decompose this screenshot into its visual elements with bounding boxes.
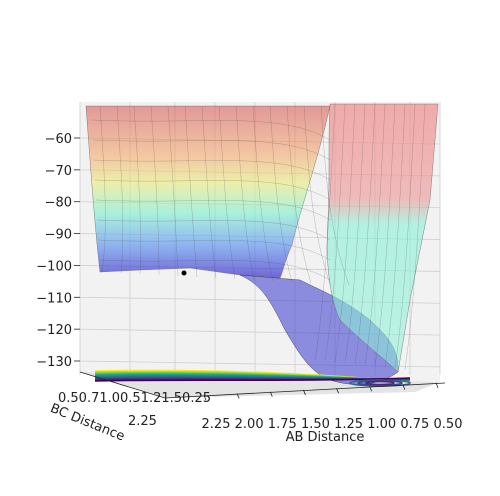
z-tick-label: −130 xyxy=(36,355,72,370)
mesh-line xyxy=(235,105,255,281)
z-tick-label: −120 xyxy=(36,323,72,338)
surface-left-region xyxy=(85,105,331,279)
potential-surface xyxy=(85,103,439,385)
x-tick xyxy=(236,393,240,399)
x-axis-label: AB Distance xyxy=(286,430,365,445)
mesh-line xyxy=(133,105,141,275)
mesh-line xyxy=(99,105,106,273)
surface-mesh xyxy=(91,103,426,370)
mesh-line xyxy=(394,103,416,369)
mesh-line xyxy=(116,105,124,274)
z-tick-label: −110 xyxy=(36,291,72,306)
mesh-line xyxy=(184,105,198,278)
mesh-line xyxy=(320,105,350,286)
mesh-line xyxy=(97,239,331,261)
mesh-line xyxy=(286,105,312,284)
x-tick-label: 1.75 xyxy=(268,417,297,432)
x-tick-label: 1.25 xyxy=(334,417,363,432)
mesh-line xyxy=(218,105,236,280)
x-axis: 2.25 2.00 1.75 1.50 1.25 1.00 0.75 0.50 xyxy=(164,382,463,432)
mesh-line xyxy=(269,105,293,283)
mesh-line xyxy=(303,105,331,285)
y-tick-labels-overlapping: 0.50.71.00.51.21.50.25 xyxy=(58,391,211,406)
mesh-line xyxy=(91,119,331,141)
y-tick-label: 2.25 xyxy=(128,414,157,429)
mesh-line xyxy=(384,103,406,368)
x-tick xyxy=(435,382,439,388)
mesh-line xyxy=(94,179,331,201)
x-tick-label: 1.00 xyxy=(367,417,396,432)
x-tick xyxy=(369,386,373,392)
z-tick-label: −60 xyxy=(45,132,72,147)
mesh-line xyxy=(96,219,331,241)
mesh-line xyxy=(252,105,274,282)
contour-line xyxy=(94,377,411,382)
mesh-line xyxy=(354,103,376,365)
x-tick xyxy=(203,395,207,401)
mesh-line xyxy=(364,103,386,366)
x-tick xyxy=(336,388,339,394)
mesh-line xyxy=(201,105,217,279)
mesh-line xyxy=(98,259,331,281)
mesh-line xyxy=(93,159,331,181)
z-tick-label: −80 xyxy=(45,196,72,211)
x-tick xyxy=(402,384,406,390)
z-axis: −60 −70 −80 −90 −100 −110 −120 −130 xyxy=(36,132,80,370)
y-axis: 0.50.71.00.51.21.50.25 2.25 xyxy=(58,371,211,429)
x-tick-label: 2.00 xyxy=(235,417,264,432)
mesh-line xyxy=(92,139,331,161)
mesh-line xyxy=(150,105,160,276)
mesh-line xyxy=(324,103,346,362)
marked-point xyxy=(181,270,187,276)
z-tick-label: −90 xyxy=(45,228,72,243)
mesh-line xyxy=(374,103,396,367)
floor-contours xyxy=(94,369,411,387)
contour-ring xyxy=(365,380,395,386)
x-tick-label: 0.75 xyxy=(400,417,429,432)
x-tick-label: 2.25 xyxy=(202,417,231,432)
x-axis-line xyxy=(164,382,446,399)
z-tick-label: −100 xyxy=(36,259,72,274)
y-axis-label: BC Distance xyxy=(48,401,127,444)
y-axis-line xyxy=(79,371,166,399)
x-tick-label: 1.50 xyxy=(301,417,330,432)
surface-right-region xyxy=(326,103,439,373)
mesh-line xyxy=(167,105,179,277)
mesh-line xyxy=(404,103,426,370)
x-tick-label: 0.50 xyxy=(434,417,463,432)
x-tick xyxy=(269,391,273,397)
mesh-line xyxy=(314,103,336,361)
z-tick-label: −70 xyxy=(45,164,72,179)
mesh-line xyxy=(95,199,331,221)
x-tick xyxy=(303,389,306,396)
mesh-line xyxy=(334,103,356,363)
mesh-line xyxy=(344,103,366,364)
